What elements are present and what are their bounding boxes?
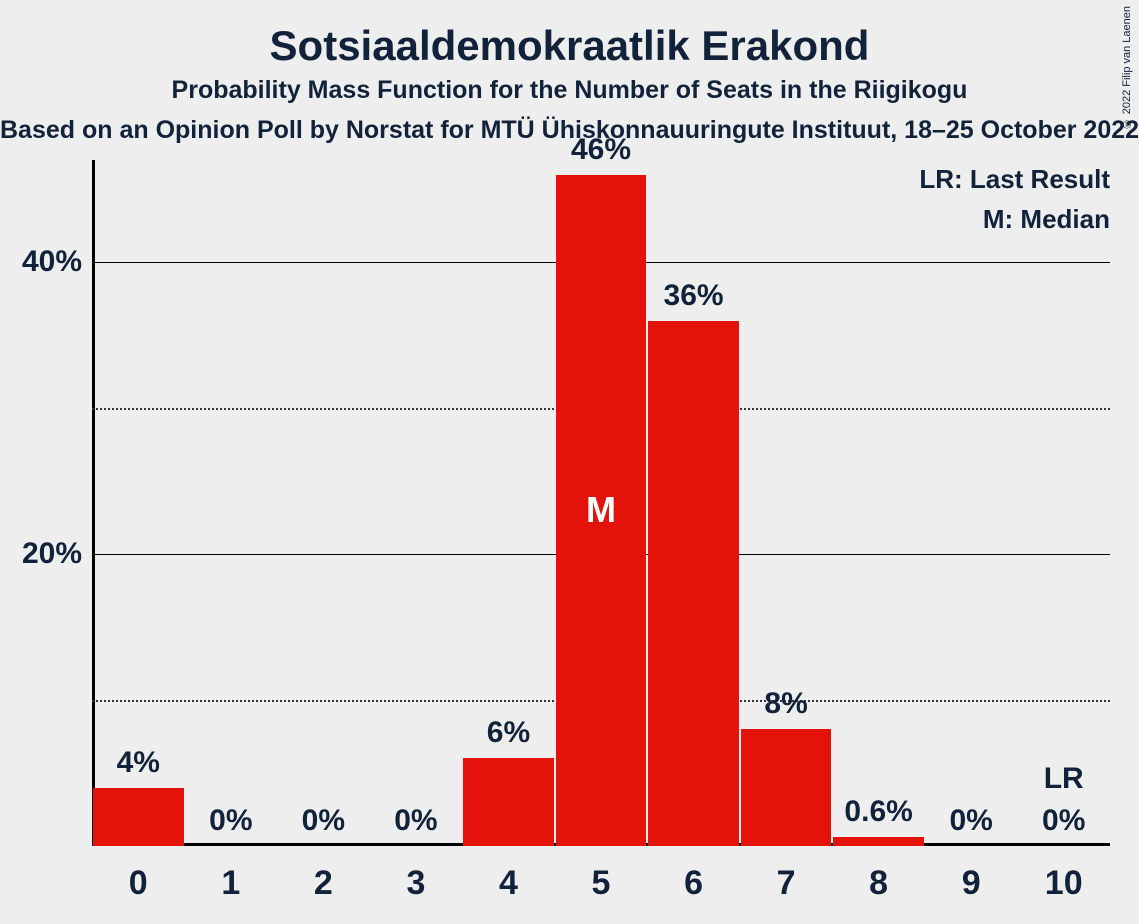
bar-value-label: 0% [302, 804, 345, 838]
chart-subtitle-1: Probability Mass Function for the Number… [0, 76, 1139, 105]
bar [463, 758, 554, 846]
x-tick-label: 1 [221, 864, 240, 903]
x-tick-label: 3 [406, 864, 425, 903]
x-tick-label: 6 [684, 864, 703, 903]
bar-value-label: 4% [117, 746, 160, 780]
bar-value-label: 6% [487, 716, 530, 750]
bar-value-label: 8% [764, 687, 807, 721]
bar-value-label: 0% [209, 804, 252, 838]
x-tick-label: 8 [869, 864, 888, 903]
plot-area: 4%0%0%0%6%46%36%8%0.6%0%0%MLR [92, 160, 1110, 846]
median-marker: M [586, 489, 616, 531]
x-tick-label: 10 [1045, 864, 1083, 903]
bar-value-label: 46% [571, 133, 631, 167]
chart-container: Sotsiaaldemokraatlik Erakond Probability… [0, 0, 1139, 924]
bar-value-label: 36% [664, 279, 724, 313]
chart-subtitle-2: Based on an Opinion Poll by Norstat for … [0, 116, 1139, 145]
x-tick-label: 7 [777, 864, 796, 903]
bar [648, 321, 739, 846]
copyright-text: © 2022 Filip van Laenen [1121, 6, 1133, 129]
lr-marker: LR [1044, 762, 1084, 796]
x-tick-label: 0 [129, 864, 148, 903]
y-tick-label: 40% [22, 245, 82, 279]
bar [741, 729, 832, 846]
bar-value-label: 0% [394, 804, 437, 838]
bar [833, 837, 924, 846]
x-tick-label: 9 [962, 864, 981, 903]
bar-value-label: 0% [949, 804, 992, 838]
legend-lr: LR: Last Result [919, 164, 1110, 195]
x-tick-label: 4 [499, 864, 518, 903]
x-tick-label: 2 [314, 864, 333, 903]
legend-m: M: Median [983, 204, 1110, 235]
y-tick-label: 20% [22, 537, 82, 571]
chart-title: Sotsiaaldemokraatlik Erakond [0, 22, 1139, 70]
bar-value-label: 0.6% [844, 795, 912, 829]
bar [93, 788, 184, 846]
bar-value-label: 0% [1042, 804, 1085, 838]
x-tick-label: 5 [592, 864, 611, 903]
